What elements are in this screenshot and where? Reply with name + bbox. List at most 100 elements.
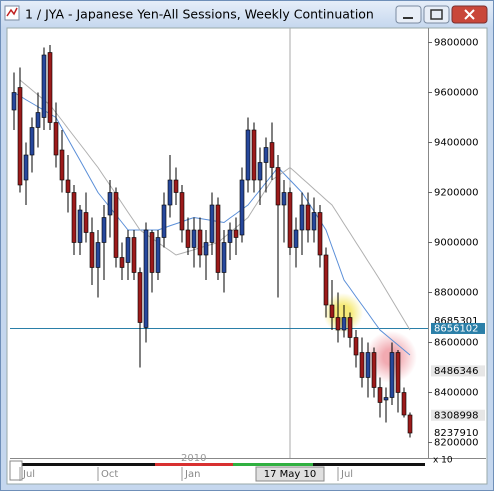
candle-body: [383, 397, 389, 401]
y-tick-label: 9600000: [434, 88, 479, 99]
candle-body: [227, 229, 233, 243]
candle-body: [245, 129, 251, 181]
candle-body: [299, 204, 305, 231]
candle-body: [263, 147, 269, 163]
candle-body: [179, 192, 185, 231]
candle-body: [125, 237, 131, 263]
price-label: 8656102: [434, 323, 479, 334]
candle-body: [347, 317, 353, 338]
chart-area: [6, 27, 488, 485]
y-tick-label: 9200000: [434, 188, 479, 199]
candle-body: [143, 229, 149, 328]
y-tick-label: 8400000: [434, 388, 479, 399]
candle-body: [167, 179, 173, 206]
candle-body: [281, 192, 287, 206]
y-tick-label: 9000000: [434, 238, 479, 249]
candle-body: [335, 317, 341, 331]
candle-body: [89, 232, 95, 268]
candle-body: [191, 229, 197, 248]
candle-body: [221, 242, 227, 273]
candle-body: [377, 387, 383, 403]
candle-body: [71, 192, 77, 243]
candle-body: [161, 204, 167, 238]
candle-body: [353, 337, 359, 356]
candle-body: [269, 142, 275, 168]
price-label-box: [431, 322, 485, 334]
candle-body: [29, 127, 35, 156]
candle-body: [215, 204, 221, 273]
candle-body: [119, 257, 125, 268]
candle-body: [35, 112, 41, 128]
candle-body: [287, 192, 293, 248]
candle-body: [95, 242, 101, 268]
y-tick-label: 9400000: [434, 138, 479, 149]
candle-body: [53, 122, 59, 156]
scale-note: x 10: [433, 456, 453, 466]
price-label: 8685301: [434, 316, 479, 327]
scroll-box[interactable]: [9, 460, 23, 481]
price-label: 8486346: [434, 366, 479, 377]
year-label: 2010: [181, 453, 206, 464]
maximize-icon: [430, 9, 443, 20]
candle-body: [11, 92, 17, 111]
candle-body: [155, 237, 161, 273]
candle-body: [311, 212, 317, 231]
candle-body: [209, 204, 215, 243]
candle-body: [407, 414, 413, 434]
candle-body: [317, 212, 323, 256]
candle-body: [305, 204, 311, 231]
timeline-bar: [10, 463, 155, 466]
candle-body: [59, 149, 65, 181]
price-label-box: [431, 365, 485, 377]
candle-body: [185, 229, 191, 248]
price-label-box: [431, 315, 485, 327]
candle-body: [251, 129, 257, 181]
candle-body: [293, 229, 299, 248]
candle-body: [65, 179, 71, 193]
timeline-bar: [233, 463, 313, 466]
close-icon: [464, 9, 475, 20]
candle-body: [371, 352, 377, 388]
candle-body: [113, 192, 119, 258]
price-label: 8308998: [434, 410, 479, 421]
candle-body: [173, 179, 179, 193]
x-tick-label: Jul: [22, 469, 35, 480]
highlight-glow: [323, 293, 363, 333]
x-tick-label: Jan: [184, 469, 200, 480]
candle-body: [329, 304, 335, 318]
price-label-box: [431, 427, 485, 439]
minimize-button[interactable]: [395, 5, 422, 24]
candle-body: [257, 162, 263, 181]
candle-body: [107, 192, 113, 216]
candle-body: [239, 179, 245, 236]
candle-body: [137, 272, 143, 323]
x-tick-label: Jul: [340, 469, 353, 480]
candle-body: [233, 229, 239, 238]
candle-body: [41, 54, 47, 118]
timeline-bar: [155, 463, 233, 466]
price-label: 8237910: [434, 428, 479, 439]
candle-body: [275, 167, 281, 206]
candle-body: [47, 52, 53, 123]
y-tick-label: 8800000: [434, 288, 479, 299]
candle-body: [365, 352, 371, 378]
candle-body: [83, 212, 89, 233]
app-icon-glyph: [6, 7, 18, 17]
candle-body: [389, 352, 395, 398]
candle-body: [149, 232, 155, 273]
candle-body: [197, 229, 203, 256]
candle-body: [203, 242, 209, 256]
candle-body: [359, 352, 365, 378]
candle-body: [131, 237, 137, 273]
cursor-date-box: [255, 466, 325, 482]
timeline-bar: [313, 463, 425, 466]
candle-body: [395, 352, 401, 393]
candle-body: [101, 217, 107, 243]
candle-body: [77, 209, 83, 243]
candle-body: [23, 154, 29, 181]
candle-body: [323, 254, 329, 306]
price-label-box: [431, 409, 485, 421]
x-tick-label: Oct: [101, 469, 118, 480]
maximize-button[interactable]: [423, 5, 450, 24]
